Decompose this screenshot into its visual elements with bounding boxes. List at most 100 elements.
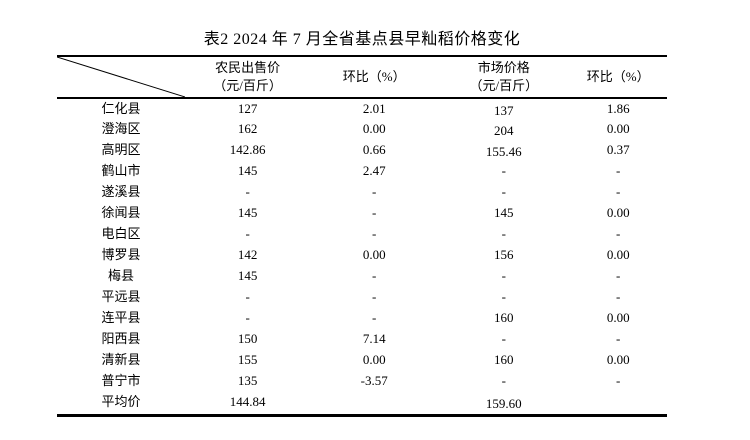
mom-farmer-cell: - xyxy=(372,205,377,221)
county-name-cell: 徐闻县 xyxy=(101,205,141,221)
farmer-price-cell: 145 xyxy=(237,205,258,221)
mom-market-cell xyxy=(569,392,667,415)
mom-market-cell: - xyxy=(616,268,621,284)
mom-farmer-cell: 0.00 xyxy=(362,247,386,263)
farmer-price-cell: 145 xyxy=(237,163,258,179)
column-header-farmer-price-line1: 农民出售价 xyxy=(215,60,281,76)
market-price-cell: - xyxy=(501,289,506,305)
mom-farmer-cell: 0.00 xyxy=(362,121,386,137)
county-name-cell: 梅县 xyxy=(108,268,135,284)
table-body: 仁化县 127 2.01 137 1.86 澄海区 162 0.00 204 0… xyxy=(57,98,667,415)
farmer-price-cell: 142 xyxy=(237,247,258,263)
mom-market-cell: 0.00 xyxy=(606,121,630,137)
mom-farmer-cell: 2.01 xyxy=(362,100,386,116)
column-header-market-price: 市场价格 （元/百斤） xyxy=(438,56,569,98)
diagonal-line xyxy=(57,57,185,97)
farmer-price-cell: - xyxy=(245,289,250,305)
farmer-price-cell: 135 xyxy=(237,373,258,389)
column-header-market-price-line1: 市场价格 xyxy=(477,60,530,76)
table-header: 农民出售价 （元/百斤） 环比（%） 市场价格 （元/百斤） 环比（%） xyxy=(57,56,667,98)
county-name-cell: 电白区 xyxy=(101,226,141,242)
market-price-cell: 155.46 xyxy=(485,144,522,160)
county-name-cell: 平远县 xyxy=(101,289,141,305)
mom-farmer-cell: 2.47 xyxy=(362,163,386,179)
mom-market-cell: 0.00 xyxy=(606,310,630,326)
mom-farmer-cell: -3.57 xyxy=(360,373,388,389)
mom-farmer-cell: - xyxy=(372,289,377,305)
corner-header-cell xyxy=(57,56,185,98)
county-name-cell: 鹤山市 xyxy=(101,163,141,179)
table-row: 高明区 142.86 0.66 155.46 0.37 xyxy=(57,140,667,161)
market-price-cell: - xyxy=(501,226,506,242)
table-row: 平远县 - - - - xyxy=(57,287,667,308)
farmer-price-cell: 127 xyxy=(237,100,258,116)
market-price-cell: 156 xyxy=(494,247,514,263)
mom-market-cell: 0.00 xyxy=(606,247,630,263)
mom-market-cell: - xyxy=(616,373,621,389)
mom-farmer-cell: 0.00 xyxy=(362,352,386,368)
mom-market-cell: - xyxy=(616,163,621,179)
table-row: 阳西县 150 7.14 - - xyxy=(57,329,667,350)
mom-market-cell: - xyxy=(616,289,621,305)
table-row: 清新县 155 0.00 160 0.00 xyxy=(57,350,667,371)
mom-farmer-cell xyxy=(310,392,438,415)
mom-farmer-cell: 7.14 xyxy=(362,331,386,347)
mom-market-cell: - xyxy=(616,331,621,347)
table-row-average: 平均价 144.84 159.60 xyxy=(57,392,667,415)
column-header-mom-farmer: 环比（%） xyxy=(342,68,406,84)
market-price-cell: - xyxy=(501,373,506,389)
table-row: 电白区 - - - - xyxy=(57,224,667,245)
market-price-cell: 159.60 xyxy=(485,396,522,412)
county-name-cell: 澄海区 xyxy=(101,121,141,137)
column-header-farmer-price-line2: （元/百斤） xyxy=(213,78,282,93)
column-header-market-price-line2: （元/百斤） xyxy=(469,78,539,93)
table-row: 遂溪县 - - - - xyxy=(57,182,667,203)
mom-market-cell: 0.37 xyxy=(606,142,630,158)
market-price-cell: 137 xyxy=(494,102,514,118)
farmer-price-cell: - xyxy=(245,310,250,326)
mom-market-cell: 0.00 xyxy=(606,205,630,221)
county-name-cell: 普宁市 xyxy=(101,373,141,389)
mom-market-cell: - xyxy=(616,184,621,200)
farmer-price-cell: 145 xyxy=(237,268,258,284)
county-name-cell: 连平县 xyxy=(101,310,141,326)
header-row: 农民出售价 （元/百斤） 环比（%） 市场价格 （元/百斤） 环比（%） xyxy=(57,56,667,98)
market-price-cell: - xyxy=(501,268,506,284)
market-price-cell: - xyxy=(501,184,506,200)
market-price-cell: 145 xyxy=(494,205,514,221)
mom-market-cell: - xyxy=(616,226,621,242)
mom-farmer-cell: - xyxy=(372,268,377,284)
market-price-cell: 160 xyxy=(494,352,514,368)
farmer-price-cell: 142.86 xyxy=(229,142,266,158)
table-row: 仁化县 127 2.01 137 1.86 xyxy=(57,98,667,119)
table-row: 博罗县 142 0.00 156 0.00 xyxy=(57,245,667,266)
column-header-mom-market: 环比（%） xyxy=(586,68,650,84)
table-row: 澄海区 162 0.00 204 0.00 xyxy=(57,119,667,140)
farmer-price-cell: 155 xyxy=(237,352,258,368)
county-name-cell: 高明区 xyxy=(101,142,141,158)
county-name-cell: 阳西县 xyxy=(101,331,141,347)
mom-farmer-cell: 0.66 xyxy=(362,142,386,158)
mom-market-cell: 0.00 xyxy=(606,352,630,368)
county-name-cell: 博罗县 xyxy=(101,247,141,263)
mom-farmer-cell: - xyxy=(372,226,377,242)
farmer-price-cell: - xyxy=(245,226,250,242)
farmer-price-cell: 144.84 xyxy=(229,394,266,410)
county-name-cell: 遂溪县 xyxy=(101,184,141,200)
county-name-cell: 仁化县 xyxy=(101,100,141,116)
market-price-cell: 204 xyxy=(494,123,514,139)
county-name-cell: 平均价 xyxy=(101,394,141,410)
farmer-price-cell: 150 xyxy=(237,331,258,347)
mom-market-cell: 1.86 xyxy=(606,100,630,116)
mom-farmer-cell: - xyxy=(372,184,377,200)
farmer-price-cell: 162 xyxy=(237,121,258,137)
table-title: 表2 2024 年 7 月全省基点县早籼稻价格变化 xyxy=(203,31,521,48)
market-price-cell: 160 xyxy=(494,310,514,326)
table-row: 普宁市 135 -3.57 - - xyxy=(57,371,667,392)
column-header-farmer-price: 农民出售价 （元/百斤） xyxy=(185,56,310,98)
price-table: 农民出售价 （元/百斤） 环比（%） 市场价格 （元/百斤） 环比（%） 仁化县… xyxy=(57,55,667,417)
market-price-cell: - xyxy=(501,163,506,179)
table-row: 连平县 - - 160 0.00 xyxy=(57,308,667,329)
market-price-cell: - xyxy=(501,331,506,347)
